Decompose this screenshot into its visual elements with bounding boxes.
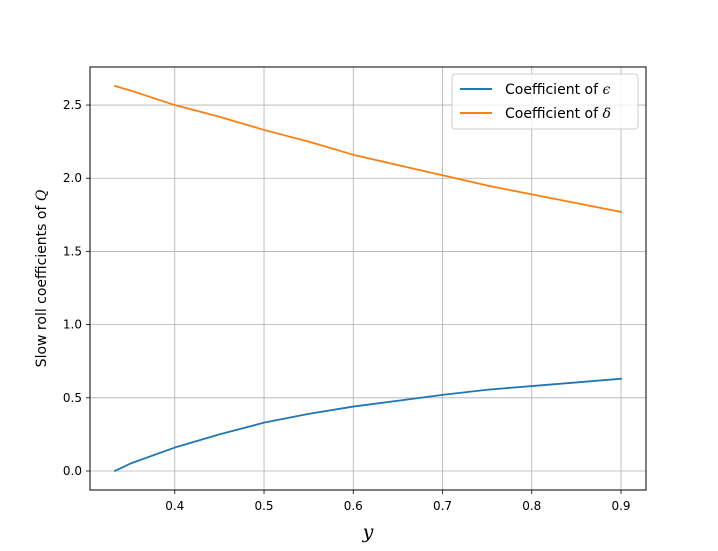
x-tick-label: 0.6 [344,499,363,513]
y-tick-label: 1.0 [63,318,82,332]
x-tick-label: 0.5 [254,499,273,513]
y-axis-label: Slow roll coefficients of Q [34,189,50,367]
plot-frame [89,66,647,491]
legend-label-epsilon: Coefficient of ϵ [505,82,610,98]
y-tick-label: 2.5 [63,98,82,112]
y-axis-label-symbol: Q [34,189,50,201]
x-axis: 0.4 0.5 0.6 0.7 0.8 0.9 [165,490,631,513]
series-line-0 [113,377,622,473]
legend-box [451,73,639,130]
y-axis: 0.0 0.5 1.0 1.5 2.0 2.5 [63,98,90,478]
legend-item-epsilon: Coefficient of ϵ [460,82,610,98]
x-tick-label: 0.8 [522,499,541,513]
y-tick-label: 0.5 [63,391,82,405]
x-tick-label: 0.4 [165,499,184,513]
x-tick-label: 0.9 [611,499,630,513]
series-layer [113,84,623,473]
x-axis-label: y [362,521,374,543]
series-line-1 [113,84,623,213]
y-axis-label-text: Slow roll coefficients of [34,201,50,367]
grid [90,67,646,490]
legend-label-delta: Coefficient of δ [505,106,611,122]
y-tick-label: 1.5 [63,244,82,258]
legend: Coefficient of ϵ Coefficient of δ [451,73,639,130]
legend-item-delta: Coefficient of δ [460,106,611,122]
x-tick-label: 0.7 [433,499,452,513]
y-tick-label: 0.0 [63,464,82,478]
y-tick-label: 2.0 [63,171,82,185]
